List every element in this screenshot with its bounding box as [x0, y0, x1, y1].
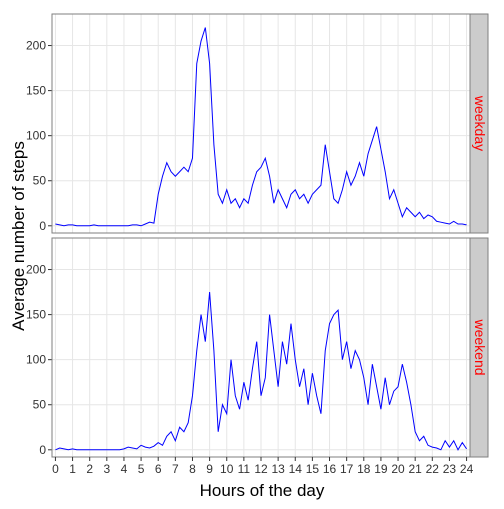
- x-tick-label: 16: [323, 462, 337, 476]
- strip-label: weekend: [472, 318, 488, 375]
- x-tick-label: 13: [271, 462, 285, 476]
- x-tick-label: 19: [374, 462, 388, 476]
- strip-label: weekday: [472, 95, 488, 151]
- y-tick-label: 0: [39, 443, 46, 457]
- x-tick-label: 14: [289, 462, 303, 476]
- y-tick-label: 0: [39, 219, 46, 233]
- y-tick-label: 150: [26, 308, 46, 322]
- strip: [469, 237, 489, 458]
- x-tick-label: 21: [409, 462, 423, 476]
- line: [55, 292, 467, 451]
- x-tick-label: 6: [155, 462, 162, 476]
- y-tick-label: 50: [33, 398, 47, 412]
- y-tick-label: 200: [26, 39, 46, 53]
- x-tick-label: 23: [443, 462, 457, 476]
- strip: [469, 13, 489, 234]
- x-axis-title: Hours of the day: [200, 481, 325, 500]
- y-tick-label: 100: [26, 129, 46, 143]
- x-tick-label: 5: [138, 462, 145, 476]
- x-tick-label: 7: [172, 462, 179, 476]
- x-tick-label: 2: [86, 462, 93, 476]
- x-tick-label: 18: [357, 462, 371, 476]
- x-tick-label: 1: [69, 462, 76, 476]
- x-tick-label: 11: [238, 462, 251, 476]
- x-tick-label: 8: [189, 462, 196, 476]
- y-axis-title: Average number of steps: [9, 141, 28, 331]
- x-tick-label: 24: [460, 462, 474, 476]
- x-tick-label: 20: [391, 462, 405, 476]
- x-tick-label: 4: [121, 462, 128, 476]
- y-tick-label: 100: [26, 353, 46, 367]
- y-tick-label: 200: [26, 263, 46, 277]
- y-tick-label: 50: [33, 174, 47, 188]
- x-tick-label: 17: [340, 462, 354, 476]
- x-tick-label: 10: [220, 462, 234, 476]
- y-tick-label: 150: [26, 84, 46, 98]
- x-tick-label: 3: [103, 462, 110, 476]
- x-tick-label: 12: [254, 462, 268, 476]
- x-tick-label: 9: [206, 462, 213, 476]
- x-tick-label: 15: [306, 462, 320, 476]
- line: [55, 27, 467, 227]
- x-tick-label: 0: [52, 462, 59, 476]
- x-tick-label: 22: [426, 462, 440, 476]
